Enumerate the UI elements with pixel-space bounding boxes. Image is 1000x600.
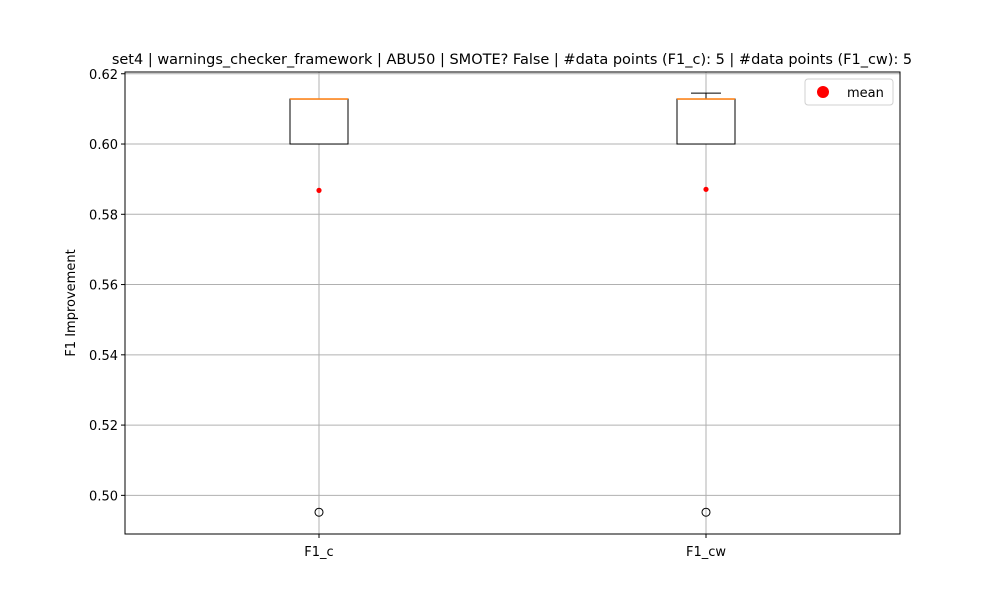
iqr-box	[289, 98, 349, 145]
mean-point	[703, 186, 709, 192]
y-tick-label: 0.50	[89, 489, 118, 504]
legend: mean	[804, 78, 894, 106]
x-tick-label: F1_cw	[686, 545, 726, 560]
y-tick-label: 0.58	[89, 208, 118, 223]
chart-title: set4 | warnings_checker_framework | ABU5…	[112, 52, 912, 68]
box-f1-c	[289, 98, 349, 517]
x-tick-label: F1_c	[304, 545, 333, 560]
legend-mean-label: mean	[847, 86, 884, 101]
y-tick-label: 0.60	[89, 138, 118, 153]
plot-area-frame	[124, 71, 901, 535]
box-series	[289, 92, 736, 517]
y-tick-label: 0.52	[89, 419, 118, 434]
iqr-box	[676, 98, 736, 145]
y-tick-label: 0.56	[89, 279, 118, 294]
y-axis-label: F1 Improvement	[64, 249, 79, 356]
y-tick-label: 0.62	[89, 68, 118, 83]
box-f1-cw	[676, 92, 736, 517]
legend-mean-marker	[817, 86, 829, 98]
x-axis: F1_c F1_cw	[304, 534, 726, 560]
y-tick-label: 0.54	[89, 349, 118, 364]
y-axis: 0.50 0.52 0.54 0.56 0.58 0.60 0.62	[89, 68, 125, 504]
legend-frame	[804, 78, 894, 106]
mean-point	[316, 187, 322, 193]
outlier-point	[701, 507, 711, 517]
grid-lines	[125, 72, 900, 534]
outlier-point	[314, 507, 324, 517]
